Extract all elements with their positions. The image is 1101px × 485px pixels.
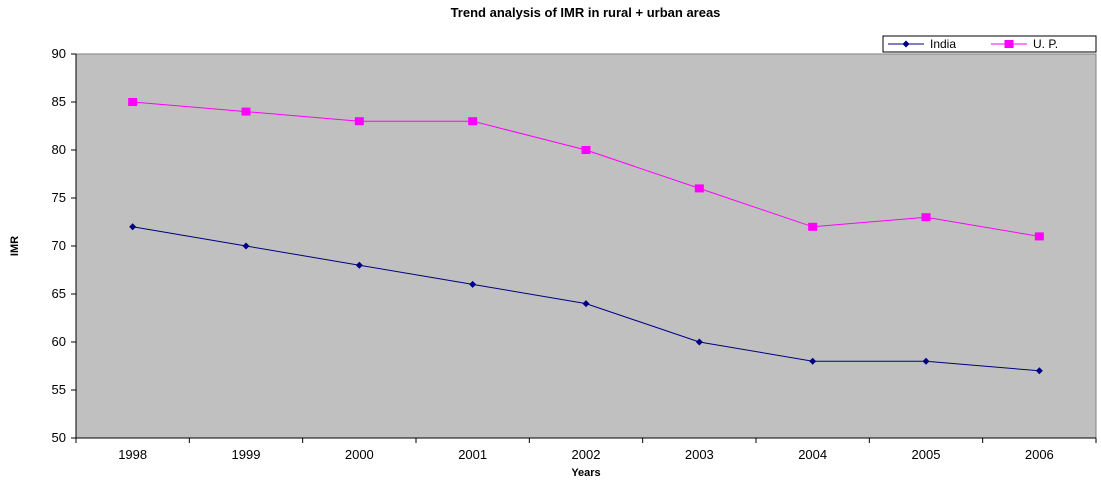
series-india	[129, 223, 1043, 375]
x-tick-label: 2000	[345, 447, 374, 462]
data-point-india	[129, 223, 137, 231]
x-tick-label: 2006	[1025, 447, 1054, 462]
data-point-india	[355, 261, 363, 269]
y-tick-label: 80	[52, 142, 66, 157]
legend-item-u-p: U. P.	[991, 37, 1058, 51]
plot-area	[75, 53, 1097, 439]
data-point-u-p	[808, 222, 818, 231]
data-point-india	[922, 357, 930, 365]
series-u-p	[128, 98, 1044, 241]
chart-title: Trend analysis of IMR in rural + urban a…	[450, 5, 721, 20]
data-point-u-p	[128, 98, 138, 106]
y-axis: 50 55 60 65 70 75 80 85 90	[52, 46, 77, 445]
data-point-india	[582, 300, 590, 308]
data-point-u-p	[581, 146, 591, 154]
data-point-india	[1035, 367, 1043, 375]
legend-box	[882, 35, 1097, 53]
y-tick-label: 85	[52, 94, 66, 109]
y-tick-label: 75	[52, 190, 66, 205]
data-point-u-p	[241, 107, 251, 116]
legend-item-india: India	[888, 37, 956, 51]
x-axis-label: Years	[571, 467, 600, 479]
y-axis-label: IMR	[9, 236, 21, 256]
legend-label-u-p: U. P.	[1033, 37, 1058, 51]
x-tick-label: 2005	[912, 447, 941, 462]
y-tick-label: 50	[52, 430, 66, 445]
data-point-india	[695, 338, 703, 346]
y-tick-label: 60	[52, 334, 66, 349]
legend-marker-india	[902, 40, 910, 48]
x-axis: 1998 1999 2000 2001 2002 2003 2004 2005 2006	[75, 437, 1097, 462]
legend-label-india: India	[930, 37, 956, 51]
x-tick-label: 1999	[232, 447, 261, 462]
series-layer	[128, 98, 1044, 375]
y-tick-label: 55	[52, 382, 66, 397]
data-point-india	[809, 357, 817, 365]
data-point-u-p	[1034, 232, 1044, 241]
y-tick-label: 90	[52, 46, 66, 61]
y-tick-label: 70	[52, 238, 66, 253]
data-point-india	[469, 280, 477, 288]
x-tick-label: 2001	[458, 447, 487, 462]
data-point-u-p	[921, 213, 931, 222]
x-tick-label: 2004	[798, 447, 827, 462]
legend: India U. P.	[882, 35, 1097, 53]
data-point-u-p	[354, 117, 364, 126]
x-tick-label: 1998	[118, 447, 147, 462]
legend-marker-u-p	[1004, 40, 1014, 48]
data-point-u-p	[694, 184, 704, 193]
x-tick-label: 2002	[572, 447, 601, 462]
data-point-india	[242, 242, 250, 250]
x-tick-label: 2003	[685, 447, 714, 462]
y-tick-label: 65	[52, 286, 66, 301]
data-point-u-p	[468, 117, 478, 126]
